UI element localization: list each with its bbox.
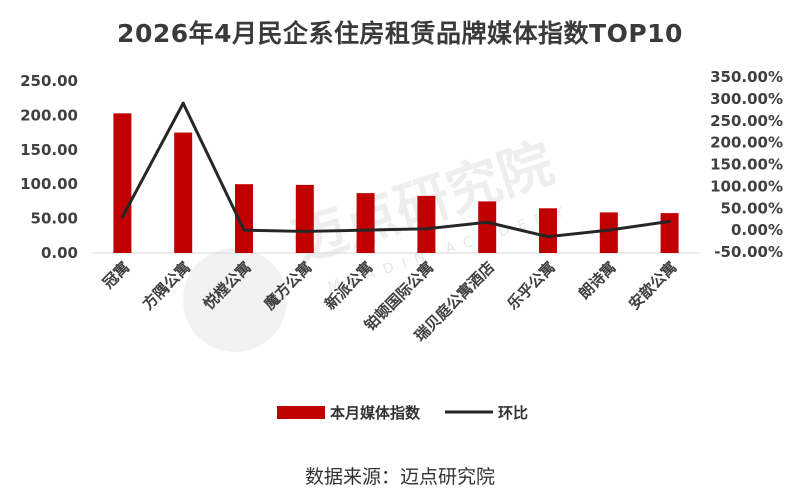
- left-tick-label: 200.00: [20, 106, 78, 124]
- legend-label-line: 环比: [498, 404, 528, 422]
- line-huanbi: [121, 101, 670, 239]
- right-tick-label: -50.00%: [714, 243, 783, 261]
- bar-瑞贝庭公寓酒店: [478, 201, 497, 253]
- line-point-悦樘公寓: [242, 228, 246, 232]
- line-point-乐乎公寓: [546, 235, 550, 239]
- legend-swatch-bar: [277, 406, 325, 419]
- left-tick-label: 250.00: [20, 72, 78, 90]
- legend: 本月媒体指数 环比: [277, 404, 528, 422]
- line-point-冠寓: [120, 215, 124, 219]
- data-source: 数据来源：迈点研究院: [304, 466, 495, 488]
- legend-label-bar: 本月媒体指数: [330, 404, 421, 422]
- bar-魔方公寓: [295, 184, 314, 253]
- line-series: [120, 101, 672, 239]
- right-tick-label: 50.00%: [721, 199, 783, 217]
- bar-series: [113, 113, 679, 253]
- right-tick-label: 150.00%: [710, 156, 783, 174]
- category-label: 冠寓: [99, 258, 133, 292]
- left-axis: 0.00 50.00 100.00 150.00 200.00 250.00: [20, 72, 78, 262]
- line-point-安歆公寓: [668, 219, 672, 223]
- left-tick-label: 0.00: [41, 244, 78, 262]
- line-point-新派公寓: [364, 228, 368, 232]
- right-tick-label: 250.00%: [710, 112, 783, 130]
- category-label: 安歆公寓: [625, 258, 680, 313]
- bar-冠寓: [113, 113, 132, 253]
- right-tick-label: 200.00%: [710, 134, 783, 152]
- left-tick-label: 150.00: [20, 141, 78, 159]
- watermark-logo: [183, 248, 287, 352]
- bar-悦樘公寓: [235, 184, 253, 253]
- line-point-朗诗寓: [607, 228, 611, 232]
- right-tick-label: 300.00%: [710, 90, 783, 108]
- line-point-方隅公寓: [181, 101, 185, 105]
- bar-朗诗寓: [599, 212, 618, 253]
- right-tick-label: 0.00%: [731, 221, 783, 239]
- category-label: 乐乎公寓: [504, 258, 559, 313]
- bar-安歆公寓: [660, 213, 679, 253]
- bar-新派公寓: [356, 193, 375, 253]
- line-point-铂顿国际公寓: [424, 227, 428, 231]
- line-point-魔方公寓: [303, 229, 307, 233]
- line-point-瑞贝庭公寓酒店: [485, 220, 489, 224]
- category-label: 朗诗寓: [575, 258, 620, 303]
- bar-乐乎公寓: [539, 208, 557, 253]
- right-axis: -50.00% 0.00% 50.00% 100.00% 150.00% 200.00% 2…: [710, 68, 783, 261]
- chart-title: 2026年4月民企系住房租赁品牌媒体指数TOP10: [117, 19, 683, 48]
- left-tick-label: 50.00: [31, 210, 78, 228]
- bar-方隅公寓: [174, 132, 193, 253]
- left-tick-label: 100.00: [20, 175, 78, 193]
- right-tick-label: 100.00%: [710, 177, 783, 195]
- bar-铂顿国际公寓: [417, 195, 436, 253]
- right-tick-label: 350.00%: [710, 68, 783, 86]
